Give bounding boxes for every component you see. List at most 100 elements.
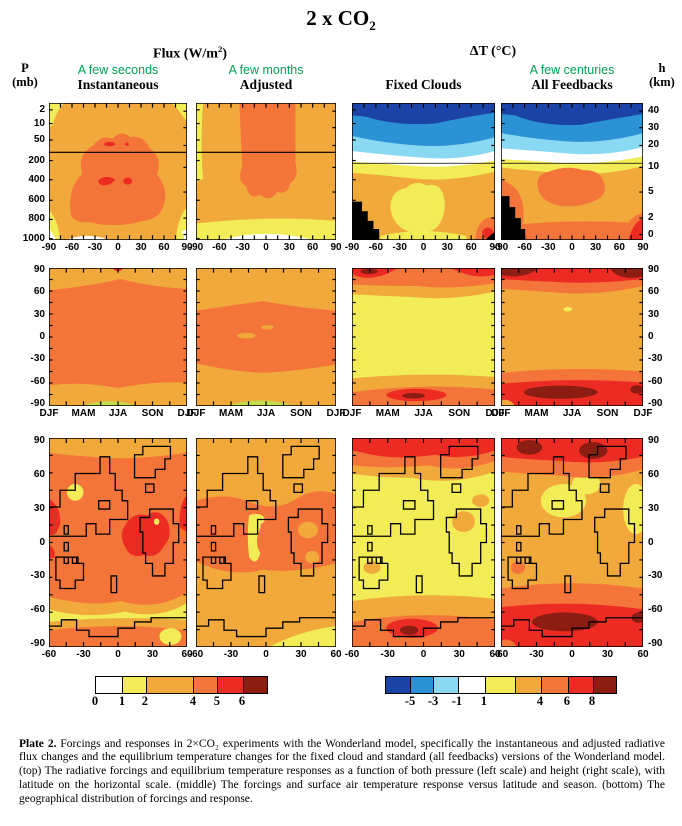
- x-tick-label: -60: [41, 649, 57, 660]
- panel-title-instantaneous: Instantaneous: [77, 77, 159, 92]
- panel-title-fixed-clouds: Fixed Clouds: [385, 77, 462, 92]
- x-tick-label: 30: [283, 242, 295, 253]
- x-tick-label: 0: [420, 242, 427, 253]
- x-tick-label: SON: [596, 408, 619, 419]
- colorbar-segment: [193, 677, 218, 693]
- y-left-tick-label: -90: [30, 397, 45, 409]
- y-left-tick-label: -90: [30, 637, 45, 649]
- x-tick-label: -30: [529, 649, 544, 660]
- x-tick-label: -90: [493, 242, 509, 253]
- colorbar-segment: [386, 677, 411, 693]
- colorbar-label: -3: [427, 694, 439, 708]
- x-tick-label: 30: [441, 242, 453, 253]
- panel-title-all-feedbacks: All Feedbacks: [531, 77, 613, 92]
- x-tick-label: 60: [637, 649, 649, 660]
- y-right-tick-label: 40: [648, 105, 660, 117]
- x-tick-label: SON: [290, 408, 312, 419]
- colorbar-label: -1: [451, 694, 463, 708]
- y-left-tick-label: 90: [33, 264, 45, 276]
- colorbar-label: 1: [118, 694, 126, 708]
- colorbar-segment: [484, 677, 516, 693]
- y-right-tick-label: 30: [648, 308, 660, 320]
- figure-title: 2 x CO2: [306, 6, 376, 34]
- colorbar-segment: [592, 677, 616, 693]
- y-left-tick-label: 30: [33, 308, 45, 320]
- y-left-tick-label: 50: [33, 133, 45, 145]
- y-left-tick-label: 30: [33, 502, 45, 514]
- x-tick-label: MAM: [524, 408, 549, 419]
- plot-r1c1: [49, 103, 187, 240]
- x-tick-label: -30: [235, 242, 250, 253]
- x-tick-label: 0: [115, 242, 121, 253]
- colorbar-segment: [433, 677, 458, 693]
- x-tick-label: DJF: [491, 408, 511, 419]
- colorbar-label: 4: [536, 694, 544, 708]
- colorbar-segment: [540, 677, 568, 693]
- colorbar-segment: [567, 677, 593, 693]
- y-right-tick-label: -30: [648, 353, 663, 365]
- plot-r3c3: [352, 438, 495, 647]
- y-right-tick-label: 0: [648, 331, 654, 342]
- x-tick-label: -30: [380, 649, 395, 660]
- y-right-tick-label: -30: [648, 570, 663, 582]
- x-tick-label: 30: [453, 649, 465, 660]
- plot-r1c3: [352, 103, 495, 240]
- x-tick-label: -30: [87, 242, 103, 253]
- y-left-tick-label: 600: [28, 194, 45, 206]
- plot-r2c2: [196, 268, 336, 406]
- plot-r3c2: [196, 438, 336, 647]
- caption-lead: Plate 2.: [19, 737, 57, 750]
- colorbar-segment: [217, 677, 243, 693]
- height-axis-title: h: [658, 61, 666, 75]
- y-right-tick-label: 60: [648, 286, 660, 298]
- y-right-tick-label: 2: [648, 212, 654, 224]
- x-tick-label: -30: [392, 242, 407, 253]
- y-left-tick-label: -30: [30, 570, 45, 582]
- plot-r1c4: [501, 103, 643, 240]
- x-tick-label: 0: [420, 649, 427, 660]
- y-left-tick-label: 200: [28, 154, 45, 166]
- x-tick-label: -60: [344, 649, 360, 660]
- colorbar-label: 2: [141, 694, 149, 708]
- x-tick-label: DJF: [485, 408, 505, 419]
- pressure-axis-title: P: [21, 61, 29, 75]
- colorbar-label: 5: [213, 694, 221, 708]
- x-tick-label: -30: [223, 649, 239, 660]
- x-tick-label: 0: [569, 242, 575, 253]
- y-left-tick-label: 1000: [22, 232, 45, 244]
- colorbar-label: -5: [404, 694, 416, 708]
- x-tick-label: -60: [64, 242, 80, 253]
- x-tick-label: 0: [115, 649, 121, 660]
- y-right-tick-label: 90: [648, 264, 660, 276]
- x-tick-label: 0: [263, 649, 269, 660]
- x-tick-label: DJF: [633, 408, 653, 419]
- plot-r2c3: [352, 268, 495, 406]
- y-left-tick-label: 10: [33, 117, 45, 129]
- x-tick-label: SON: [141, 408, 164, 419]
- x-tick-label: 30: [146, 649, 159, 660]
- x-tick-label: 0: [569, 649, 575, 660]
- x-tick-label: -90: [344, 242, 360, 253]
- y-left-tick-label: 2: [39, 103, 45, 115]
- y-right-tick-label: 30: [648, 121, 660, 133]
- temperature-colorbar: [385, 676, 617, 694]
- y-left-tick-label: 60: [33, 468, 45, 480]
- x-tick-label: -60: [188, 649, 204, 660]
- x-tick-label: MAM: [71, 408, 96, 419]
- x-tick-label: -90: [188, 242, 204, 253]
- x-tick-label: 30: [590, 242, 602, 253]
- flux-colorbar: [95, 676, 268, 694]
- y-left-tick-label: -60: [30, 375, 45, 387]
- colorbar-segment: [96, 677, 123, 693]
- flux-group-label: Flux (W/m2): [153, 44, 227, 62]
- x-tick-label: DJF: [186, 408, 206, 419]
- x-tick-label: 90: [489, 242, 501, 253]
- x-tick-label: 30: [601, 649, 614, 660]
- colorbar-segment: [410, 677, 434, 693]
- x-tick-label: 30: [295, 649, 307, 660]
- x-tick-label: 90: [637, 242, 649, 253]
- y-right-tick-label: 60: [648, 468, 660, 480]
- y-right-tick-label: 20: [648, 139, 660, 151]
- x-tick-label: 60: [465, 242, 477, 253]
- time-label-centuries: A few centuries: [529, 63, 615, 77]
